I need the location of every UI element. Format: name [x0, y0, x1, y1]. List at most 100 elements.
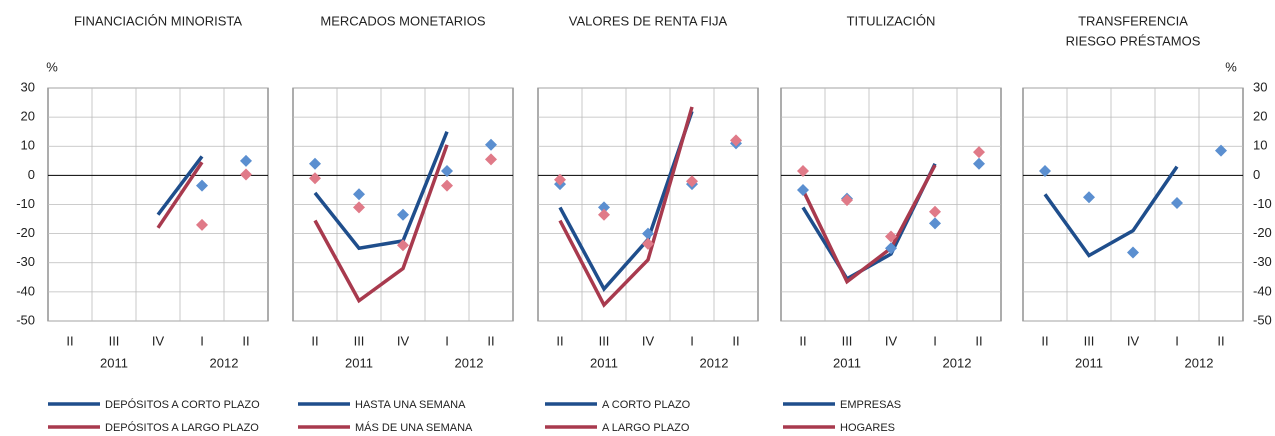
year-label: 2011: [1075, 355, 1103, 370]
y-tick-label: -10: [16, 196, 35, 211]
x-tick-label: I: [933, 333, 937, 348]
expected-marker: [1127, 246, 1139, 259]
expected-marker: [441, 165, 453, 178]
legend-label: MÁS DE UNA SEMANA: [355, 421, 473, 434]
expected-marker: [397, 239, 409, 252]
expected-marker: [485, 153, 497, 166]
y-tick-label: -30: [1253, 254, 1272, 269]
panel-title: VALORES DE RENTA FIJA: [569, 13, 728, 28]
x-tick-label: IV: [1127, 333, 1140, 348]
y-tick-label: 10: [1253, 138, 1267, 153]
y-tick-label: 20: [21, 109, 35, 124]
x-tick-label: II: [311, 333, 318, 348]
expected-marker: [841, 194, 853, 207]
expected-marker: [598, 201, 610, 214]
panel-title: FINANCIACIÓN MINORISTA: [74, 13, 242, 28]
expected-marker: [885, 230, 897, 243]
x-tick-label: II: [66, 333, 73, 348]
year-label: 2012: [210, 355, 239, 370]
panel-title: TRANSFERENCIA: [1078, 13, 1188, 28]
y-tick-label: 30: [1253, 79, 1267, 94]
year-label: 2012: [1185, 355, 1214, 370]
legend-label: EMPRESAS: [840, 399, 901, 411]
legend-label: HASTA UNA SEMANA: [355, 399, 466, 411]
x-tick-label: III: [354, 333, 365, 348]
year-label: 2012: [943, 355, 972, 370]
expected-marker: [441, 179, 453, 192]
series-line: [313, 131, 449, 251]
expected-marker: [353, 188, 365, 201]
expected-marker: [797, 183, 809, 196]
expected-marker: [973, 146, 985, 159]
panel-title: MERCADOS MONETARIOS: [320, 13, 485, 28]
x-tick-label: II: [556, 333, 563, 348]
x-tick-label: IV: [152, 333, 165, 348]
expected-marker: [1215, 144, 1227, 157]
x-tick-label: II: [732, 333, 739, 348]
x-tick-label: IV: [885, 333, 898, 348]
legend-label: DEPÓSITOS A LARGO PLAZO: [105, 421, 259, 434]
expected-marker: [642, 227, 654, 240]
series-line: [156, 155, 204, 216]
year-label: 2011: [345, 355, 373, 370]
x-tick-label: II: [1041, 333, 1048, 348]
x-tick-label: I: [1175, 333, 1179, 348]
y-tick-label: 20: [1253, 109, 1267, 124]
expected-marker: [797, 165, 809, 178]
y-tick-label: -50: [1253, 312, 1272, 327]
expected-marker: [485, 138, 497, 151]
expected-marker: [929, 205, 941, 218]
year-label: 2011: [590, 355, 618, 370]
series-line: [313, 144, 449, 304]
series-line: [156, 161, 204, 229]
expected-marker: [929, 217, 941, 230]
expected-marker: [240, 168, 252, 181]
year-label: 2012: [455, 355, 484, 370]
series-line: [801, 164, 937, 285]
expected-marker: [353, 201, 365, 214]
y-tick-label: -40: [16, 283, 35, 298]
y-tick-label: -30: [16, 254, 35, 269]
x-tick-label: I: [445, 333, 449, 348]
series-line: [558, 106, 694, 308]
expected-marker: [309, 157, 321, 170]
y-tick-label: 0: [1253, 167, 1260, 182]
year-label: 2012: [700, 355, 729, 370]
legend-label: HOGARES: [840, 422, 895, 434]
expected-marker: [1171, 197, 1183, 210]
x-tick-label: III: [109, 333, 120, 348]
x-tick-label: I: [690, 333, 694, 348]
panel-title: RIESGO PRÉSTAMOS: [1066, 33, 1201, 48]
y-tick-label: 10: [21, 138, 35, 153]
expected-marker: [554, 173, 566, 186]
year-label: 2011: [100, 355, 128, 370]
expected-marker: [397, 208, 409, 221]
expected-marker: [885, 242, 897, 255]
expected-marker: [240, 154, 252, 167]
x-tick-label: IV: [397, 333, 410, 348]
x-tick-label: II: [487, 333, 494, 348]
x-tick-label: III: [1084, 333, 1095, 348]
y-unit: %: [1225, 59, 1237, 74]
legend-label: A CORTO PLAZO: [602, 399, 691, 411]
y-tick-label: -20: [16, 225, 35, 240]
y-tick-label: -10: [1253, 196, 1272, 211]
x-tick-label: II: [242, 333, 249, 348]
expected-marker: [598, 208, 610, 221]
expected-marker: [730, 134, 742, 147]
x-tick-label: III: [599, 333, 610, 348]
legend-label: DEPÓSITOS A CORTO PLAZO: [105, 398, 260, 411]
series-line: [558, 110, 694, 292]
x-tick-label: IV: [642, 333, 655, 348]
x-tick-label: II: [1217, 333, 1224, 348]
x-tick-label: II: [799, 333, 806, 348]
x-tick-label: II: [975, 333, 982, 348]
expected-marker: [1039, 165, 1051, 178]
x-tick-label: I: [200, 333, 204, 348]
legend-label: A LARGO PLAZO: [602, 422, 690, 434]
expected-marker: [973, 157, 985, 170]
y-tick-label: -20: [1253, 225, 1272, 240]
y-tick-label: -40: [1253, 283, 1272, 298]
panel-title: TITULIZACIÓN: [847, 13, 936, 28]
